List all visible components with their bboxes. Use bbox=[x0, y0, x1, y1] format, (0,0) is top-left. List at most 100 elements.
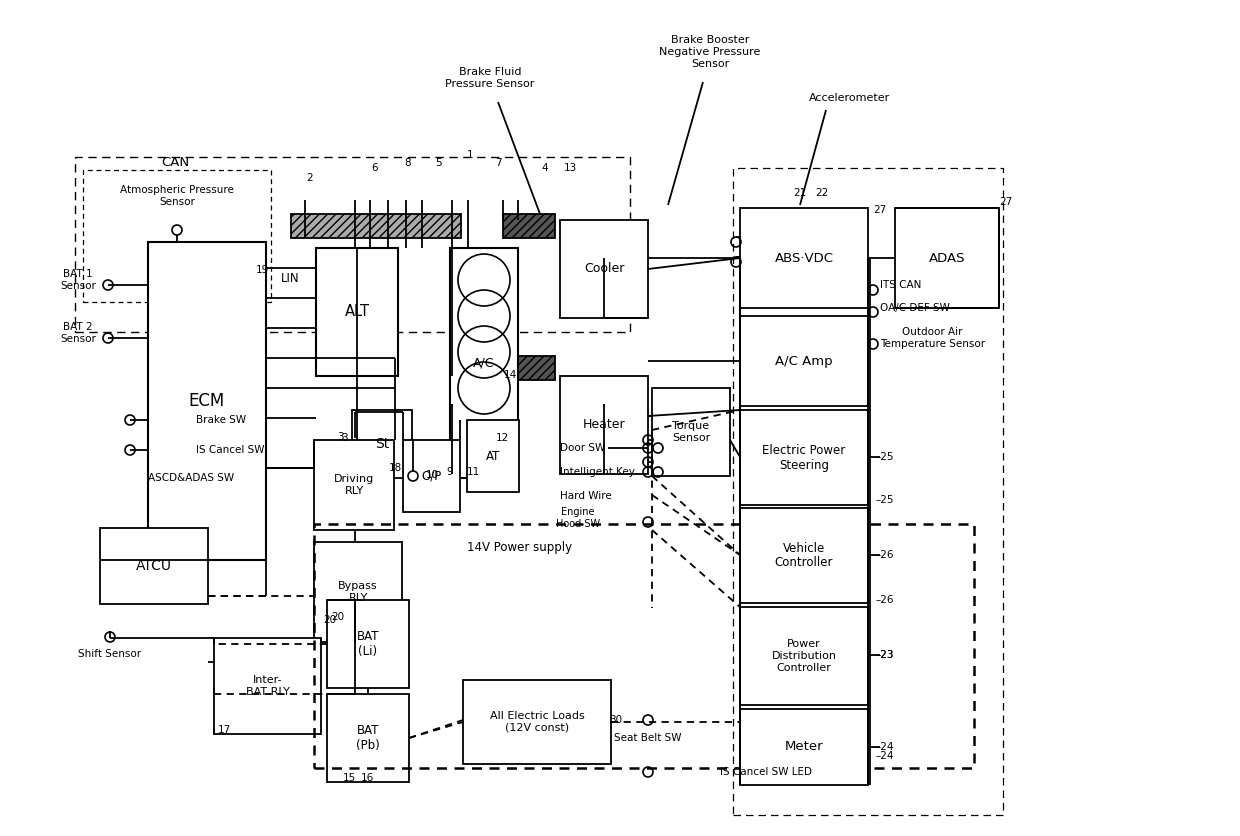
Text: Brake Booster
Negative Pressure
Sensor: Brake Booster Negative Pressure Sensor bbox=[660, 35, 760, 69]
Text: 7: 7 bbox=[495, 158, 501, 168]
Bar bbox=[403, 440, 460, 512]
Bar bbox=[560, 376, 649, 474]
Text: IS Cancel SW LED: IS Cancel SW LED bbox=[720, 767, 812, 777]
Text: –24: –24 bbox=[875, 751, 894, 761]
Bar bbox=[314, 440, 394, 530]
Bar bbox=[740, 410, 868, 505]
Bar bbox=[740, 508, 868, 603]
Text: Brake Fluid
Pressure Sensor: Brake Fluid Pressure Sensor bbox=[445, 67, 534, 89]
Bar bbox=[316, 248, 398, 376]
Bar bbox=[327, 600, 409, 688]
Text: Bypass
RLY: Bypass RLY bbox=[339, 581, 378, 603]
Text: BAT 1
Sensor: BAT 1 Sensor bbox=[60, 269, 95, 291]
Text: 20: 20 bbox=[324, 615, 336, 625]
Bar bbox=[450, 248, 518, 478]
Text: ALT: ALT bbox=[345, 304, 370, 319]
Text: 16: 16 bbox=[361, 773, 373, 783]
Text: 13: 13 bbox=[563, 163, 577, 173]
Text: Electric Power
Steering: Electric Power Steering bbox=[763, 444, 846, 472]
Bar bbox=[327, 694, 409, 782]
Bar bbox=[314, 524, 973, 768]
Text: LIN: LIN bbox=[280, 272, 299, 284]
Bar bbox=[560, 220, 649, 318]
Text: BAT 2
Sensor: BAT 2 Sensor bbox=[60, 322, 95, 344]
Bar bbox=[895, 208, 999, 308]
Text: Power
Distribution
Controller: Power Distribution Controller bbox=[771, 640, 837, 673]
Text: BAT
(Li): BAT (Li) bbox=[357, 630, 379, 658]
Text: 2: 2 bbox=[306, 173, 314, 183]
Text: AT: AT bbox=[486, 450, 500, 462]
Text: 14V Power supply: 14V Power supply bbox=[467, 542, 573, 554]
Text: Torque
Sensor: Torque Sensor bbox=[672, 421, 711, 443]
Bar bbox=[652, 388, 730, 476]
Text: 1: 1 bbox=[466, 150, 474, 160]
Bar bbox=[100, 528, 208, 604]
Text: 22: 22 bbox=[816, 188, 828, 198]
Text: 27: 27 bbox=[873, 205, 887, 215]
Bar bbox=[740, 607, 868, 705]
Text: CAN: CAN bbox=[161, 156, 188, 170]
Bar bbox=[352, 410, 412, 478]
Text: Atmospheric Pressure
Sensor: Atmospheric Pressure Sensor bbox=[120, 186, 234, 206]
Text: Intelligent Key: Intelligent Key bbox=[560, 467, 635, 477]
Text: 9: 9 bbox=[446, 467, 454, 477]
Text: O/P: O/P bbox=[422, 470, 441, 482]
Text: Shift Sensor: Shift Sensor bbox=[78, 649, 141, 659]
Text: 14: 14 bbox=[503, 370, 517, 380]
Bar bbox=[740, 208, 868, 308]
Text: 8: 8 bbox=[404, 158, 412, 168]
Text: Accelerometer: Accelerometer bbox=[810, 93, 890, 103]
Bar bbox=[463, 680, 611, 764]
Text: –23: –23 bbox=[875, 650, 894, 660]
Text: ATCU: ATCU bbox=[136, 559, 172, 573]
Text: ITS CAN: ITS CAN bbox=[880, 280, 921, 290]
Text: 21: 21 bbox=[794, 188, 807, 198]
Text: 6: 6 bbox=[372, 163, 378, 173]
Text: Engine
Hood SW: Engine Hood SW bbox=[556, 507, 600, 529]
Text: Cooler: Cooler bbox=[584, 263, 624, 276]
Text: 3: 3 bbox=[337, 432, 343, 442]
Text: Driving
RLY: Driving RLY bbox=[334, 474, 374, 496]
Bar bbox=[83, 170, 272, 302]
Text: 5: 5 bbox=[435, 158, 441, 168]
Text: ASCD&ADAS SW: ASCD&ADAS SW bbox=[148, 473, 234, 483]
Bar bbox=[148, 242, 267, 560]
Text: OA/C DEF SW: OA/C DEF SW bbox=[880, 303, 950, 313]
Bar bbox=[503, 214, 556, 238]
Text: –26: –26 bbox=[875, 550, 894, 560]
Bar bbox=[740, 709, 868, 785]
Text: 20: 20 bbox=[331, 612, 345, 622]
Bar bbox=[740, 316, 868, 406]
Text: Outdoor Air
Temperature Sensor: Outdoor Air Temperature Sensor bbox=[880, 327, 985, 349]
Text: –23: –23 bbox=[875, 650, 894, 660]
Text: ADAS: ADAS bbox=[929, 252, 965, 264]
Text: All Electric Loads
(12V const): All Electric Loads (12V const) bbox=[490, 711, 584, 733]
Bar bbox=[74, 157, 630, 332]
Text: 15: 15 bbox=[342, 773, 356, 783]
Bar bbox=[733, 168, 1003, 815]
Text: St: St bbox=[374, 437, 389, 451]
Text: Inter-
BAT RLY: Inter- BAT RLY bbox=[246, 675, 289, 696]
Text: Hard Wire: Hard Wire bbox=[560, 491, 611, 501]
Bar bbox=[467, 420, 520, 492]
Text: IS Cancel SW: IS Cancel SW bbox=[196, 445, 264, 455]
Text: A/C Amp: A/C Amp bbox=[775, 354, 833, 368]
Text: Meter: Meter bbox=[785, 741, 823, 753]
Text: Door SW: Door SW bbox=[560, 443, 605, 453]
Text: ECM: ECM bbox=[188, 392, 226, 410]
Text: Brake SW: Brake SW bbox=[196, 415, 246, 425]
Text: 12: 12 bbox=[495, 433, 508, 443]
Text: 19: 19 bbox=[255, 265, 269, 275]
Text: Seat Belt SW: Seat Belt SW bbox=[614, 733, 682, 743]
Text: –25: –25 bbox=[875, 495, 894, 505]
Text: 18: 18 bbox=[388, 463, 402, 473]
Text: 11: 11 bbox=[466, 467, 480, 477]
Text: BAT
(Pb): BAT (Pb) bbox=[356, 724, 379, 752]
Text: 3: 3 bbox=[341, 433, 347, 443]
Bar bbox=[503, 356, 556, 380]
Text: –25: –25 bbox=[875, 452, 894, 462]
Text: 30: 30 bbox=[609, 715, 622, 725]
Text: 27: 27 bbox=[999, 197, 1013, 207]
Bar bbox=[291, 214, 461, 238]
Text: –26: –26 bbox=[875, 595, 894, 605]
